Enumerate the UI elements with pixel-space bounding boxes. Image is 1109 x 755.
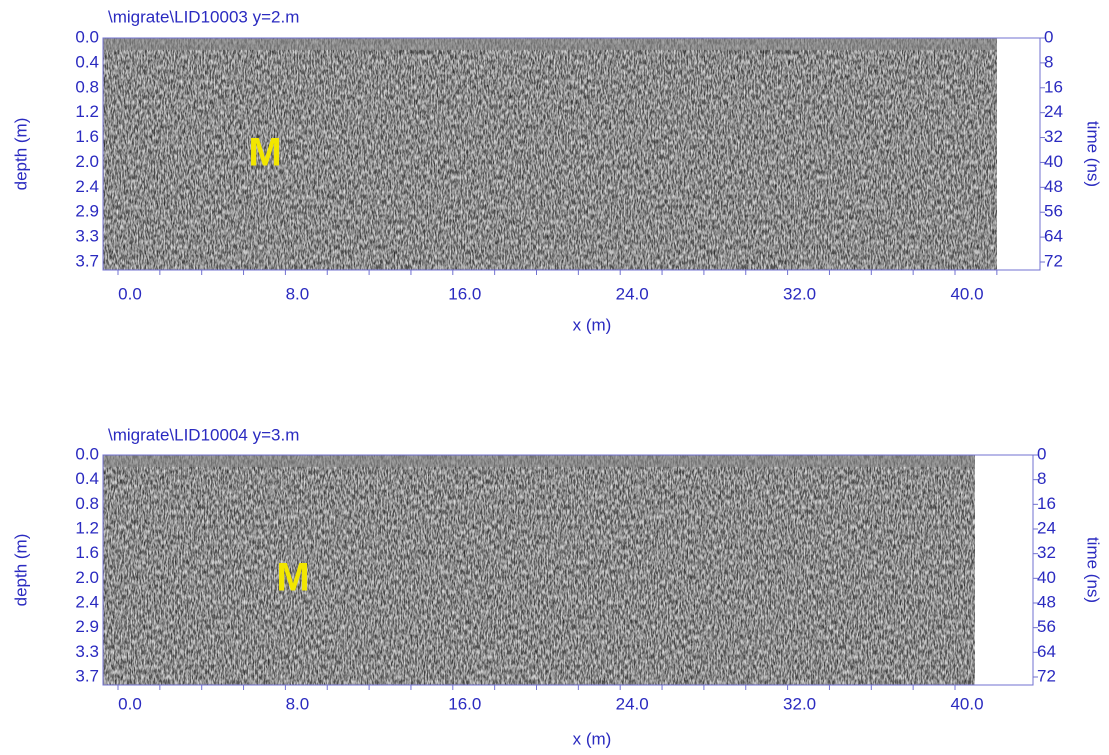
annotation: M: [276, 556, 309, 600]
y2-tick-label: 8: [1044, 52, 1053, 71]
x-tick-label: 40.0: [950, 694, 983, 713]
y2-tick-label: 48: [1037, 592, 1056, 611]
y-tick-label: 1.2: [75, 518, 99, 537]
y-tick-label: 2.0: [75, 568, 99, 587]
y2-tick-label: 16: [1044, 77, 1063, 96]
radargram-panel: \migrate\LID10004 y=3.m 0.0 0.4 0.8 1.2 1.6 2.…: [11, 425, 1102, 748]
y-tick-label: 0.4: [75, 52, 99, 71]
x-axis-label: x (m): [573, 315, 612, 334]
y-tick-label: 1.2: [75, 102, 99, 121]
x-tick-label: 8.0: [286, 284, 310, 303]
y2-tick-label: 8: [1037, 469, 1046, 488]
x-axis-label: x (m): [573, 729, 612, 748]
radargram-image: [103, 455, 975, 685]
x-tick-label: 24.0: [616, 694, 649, 713]
y-tick-label: 2.4: [75, 177, 99, 196]
y2-tick-label: 24: [1037, 518, 1056, 537]
y-tick-label: 2.4: [75, 592, 99, 611]
x-tick-label: 16.0: [448, 694, 481, 713]
y-axis-label: depth (m): [11, 118, 30, 191]
y-tick-label: 2.0: [75, 152, 99, 171]
y-axis-label: depth (m): [11, 534, 30, 607]
radargram-panel: \migrate\LID10003 y=2.m 0.0 0.4 0.8 1.2 1.6 2.…: [11, 7, 1102, 334]
y-tick-label: 0.0: [75, 444, 99, 463]
y2-tick-label: 56: [1044, 202, 1063, 221]
surface-band: [103, 455, 975, 467]
y2-tick-label: 64: [1044, 227, 1063, 246]
x-tick-label: 32.0: [783, 284, 816, 303]
y2-tick-label: 32: [1044, 127, 1063, 146]
radargram-image: [103, 38, 997, 270]
y2-tick-label: 40: [1044, 152, 1063, 171]
y-tick-label: 0.8: [75, 494, 99, 513]
y2-tick-label: 72: [1037, 666, 1056, 685]
y2-tick-label: 40: [1037, 568, 1056, 587]
y2-tick-label: 48: [1044, 177, 1063, 196]
y2-tick-label: 16: [1037, 494, 1056, 513]
y-tick-label: 0.4: [75, 469, 99, 488]
y2-tick-label: 32: [1037, 543, 1056, 562]
y2-tick-label: 0: [1037, 444, 1046, 463]
x-tick-label: 0.0: [118, 284, 142, 303]
y-tick-label: 3.3: [75, 642, 99, 661]
y-tick-label: 1.6: [75, 543, 99, 562]
x-tick-label: 16.0: [448, 284, 481, 303]
panel-title: \migrate\LID10003 y=2.m: [108, 7, 299, 26]
y-tick-label: 3.3: [75, 227, 99, 246]
y2-tick-label: 24: [1044, 102, 1063, 121]
y2-axis-label: time (ns): [1084, 537, 1103, 603]
y-tick-label: 2.9: [75, 202, 99, 221]
y2-tick-label: 0: [1044, 27, 1053, 46]
annotation: M: [248, 131, 281, 175]
y-tick-label: 3.7: [75, 251, 99, 270]
x-tick-label: 32.0: [783, 694, 816, 713]
y-tick-label: 0.0: [75, 27, 99, 46]
radargram-figure: \migrate\LID10003 y=2.m 0.0 0.4 0.8 1.2 1.6 2.…: [0, 0, 1109, 755]
y2-tick-label: 72: [1044, 251, 1063, 270]
y-tick-label: 3.7: [75, 666, 99, 685]
y-tick-label: 1.6: [75, 127, 99, 146]
x-tick-label: 0.0: [118, 694, 142, 713]
x-tick-label: 24.0: [616, 284, 649, 303]
y2-axis-label: time (ns): [1084, 121, 1103, 187]
x-tick-label: 40.0: [950, 284, 983, 303]
x-tick-label: 8.0: [286, 694, 310, 713]
surface-band: [103, 38, 997, 50]
y2-tick-label: 64: [1037, 642, 1056, 661]
panel-title: \migrate\LID10004 y=3.m: [108, 425, 299, 444]
y-tick-label: 2.9: [75, 617, 99, 636]
y-tick-label: 0.8: [75, 77, 99, 96]
y2-tick-label: 56: [1037, 617, 1056, 636]
